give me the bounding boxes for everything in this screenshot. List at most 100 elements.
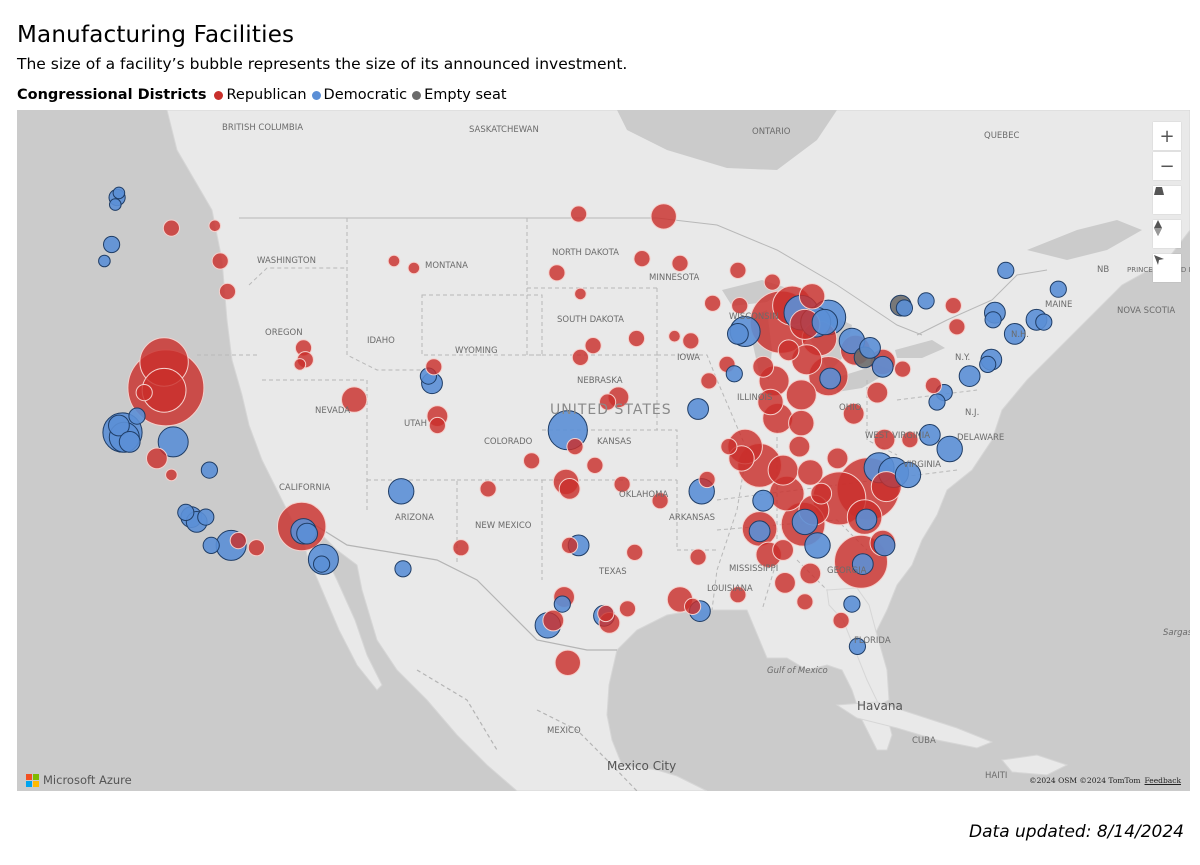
- facility-bubble[interactable]: [162, 219, 180, 237]
- facility-bubble[interactable]: [917, 292, 935, 310]
- facility-bubble[interactable]: [843, 595, 861, 613]
- facility-bubble[interactable]: [851, 553, 874, 576]
- facility-bubble[interactable]: [763, 273, 781, 291]
- facility-bubble[interactable]: [108, 414, 130, 437]
- facility-bubble[interactable]: [522, 452, 541, 470]
- facility-bubble[interactable]: [211, 252, 229, 270]
- facility-bubble[interactable]: [561, 536, 579, 554]
- facility-bubble[interactable]: [894, 360, 912, 378]
- facility-bubble[interactable]: [633, 250, 651, 268]
- facility-bubble[interactable]: [866, 381, 889, 404]
- facility-bubble[interactable]: [668, 329, 681, 343]
- facility-bubble[interactable]: [832, 611, 850, 630]
- facility-bubble[interactable]: [247, 539, 265, 557]
- facility-bubble[interactable]: [200, 461, 218, 479]
- facility-bubble[interactable]: [548, 264, 566, 282]
- facility-bubble[interactable]: [772, 539, 794, 561]
- facility-bubble[interactable]: [599, 393, 617, 411]
- facility-bubble[interactable]: [798, 283, 826, 310]
- facility-bubble[interactable]: [103, 235, 121, 254]
- facility-bubble[interactable]: [788, 435, 811, 458]
- facility-bubble[interactable]: [177, 503, 195, 521]
- facility-bubble[interactable]: [452, 539, 470, 557]
- facility-bubble[interactable]: [682, 332, 700, 350]
- feedback-link[interactable]: Feedback: [1144, 776, 1182, 785]
- facility-bubble[interactable]: [229, 532, 247, 550]
- facility-bubble[interactable]: [948, 318, 966, 336]
- facility-bubble[interactable]: [725, 365, 743, 383]
- facility-bubble[interactable]: [873, 428, 896, 451]
- facility-bubble[interactable]: [112, 186, 126, 200]
- facility-bubble[interactable]: [218, 282, 237, 301]
- facility-bubble[interactable]: [689, 548, 707, 566]
- facility-bubble[interactable]: [613, 475, 631, 493]
- facility-bubble[interactable]: [98, 254, 111, 268]
- facility-bubble[interactable]: [731, 297, 749, 315]
- facility-bubble[interactable]: [571, 348, 590, 366]
- facility-bubble[interactable]: [797, 459, 824, 486]
- facility-bubble[interactable]: [944, 297, 962, 315]
- facility-bubble[interactable]: [870, 471, 902, 503]
- facility-bubble[interactable]: [799, 562, 822, 585]
- map[interactable]: BRITISH COLUMBIA SASKATCHEWAN ONTARIO QU…: [17, 110, 1190, 791]
- facility-bubble[interactable]: [570, 205, 588, 223]
- facility-bubble[interactable]: [936, 435, 963, 463]
- facility-bubble[interactable]: [810, 482, 833, 505]
- facility-bubble[interactable]: [928, 393, 946, 411]
- facility-bubble[interactable]: [651, 492, 669, 510]
- facility-bubble[interactable]: [618, 600, 637, 618]
- facility-bubble[interactable]: [165, 468, 178, 482]
- facility-bubble[interactable]: [1035, 313, 1053, 331]
- facility-bubble[interactable]: [842, 402, 865, 425]
- select-tool-button[interactable]: [1153, 254, 1181, 282]
- facility-bubble[interactable]: [894, 461, 922, 489]
- facility-bubble[interactable]: [1049, 280, 1067, 298]
- facility-bubble[interactable]: [752, 355, 775, 378]
- facility-bubble[interactable]: [157, 426, 189, 458]
- facility-bubble[interactable]: [684, 597, 702, 615]
- facility-bubble[interactable]: [997, 261, 1015, 279]
- facility-bubble[interactable]: [197, 508, 215, 526]
- facility-bubble[interactable]: [752, 489, 775, 512]
- facility-bubble[interactable]: [796, 593, 814, 611]
- facility-bubble[interactable]: [748, 520, 771, 543]
- facility-bubble[interactable]: [553, 595, 571, 613]
- facility-bubble[interactable]: [826, 447, 849, 470]
- facility-bubble[interactable]: [671, 254, 689, 272]
- zoom-in-button[interactable]: +: [1153, 122, 1181, 150]
- facility-bubble[interactable]: [720, 438, 738, 456]
- legend-item-democratic[interactable]: Democratic: [311, 87, 407, 103]
- facility-bubble[interactable]: [704, 294, 722, 312]
- facility-bubble[interactable]: [1003, 323, 1026, 345]
- facility-bubble[interactable]: [848, 637, 867, 656]
- facility-bubble[interactable]: [208, 219, 222, 233]
- facility-bubble[interactable]: [146, 447, 168, 470]
- facility-bubble[interactable]: [407, 261, 421, 275]
- facility-bubble[interactable]: [566, 438, 584, 456]
- facility-bubble[interactable]: [388, 478, 415, 505]
- facility-bubble[interactable]: [757, 388, 784, 416]
- facility-bubble[interactable]: [785, 379, 817, 411]
- facility-bubble[interactable]: [859, 337, 881, 359]
- facility-bubble[interactable]: [202, 536, 220, 554]
- facility-bubble[interactable]: [479, 480, 497, 498]
- facility-bubble[interactable]: [767, 454, 799, 486]
- facility-bubble[interactable]: [729, 261, 747, 279]
- facility-bubble[interactable]: [895, 299, 914, 317]
- legend-item-republican[interactable]: Republican: [214, 87, 307, 103]
- facility-bubble[interactable]: [901, 431, 919, 449]
- facility-bubble[interactable]: [313, 555, 331, 573]
- facility-bubble[interactable]: [425, 358, 443, 376]
- facility-bubble[interactable]: [135, 384, 153, 402]
- facility-bubble[interactable]: [984, 311, 1002, 329]
- facility-bubble[interactable]: [574, 287, 587, 301]
- facility-bubble[interactable]: [979, 355, 997, 373]
- facility-bubble[interactable]: [873, 534, 896, 557]
- facility-bubble[interactable]: [958, 365, 981, 388]
- facility-bubble[interactable]: [296, 522, 319, 545]
- facility-bubble[interactable]: [819, 367, 842, 390]
- facility-bubble[interactable]: [542, 609, 565, 632]
- facility-bubble[interactable]: [554, 649, 581, 676]
- facility-bubble[interactable]: [687, 398, 709, 420]
- facility-bubble[interactable]: [700, 372, 718, 390]
